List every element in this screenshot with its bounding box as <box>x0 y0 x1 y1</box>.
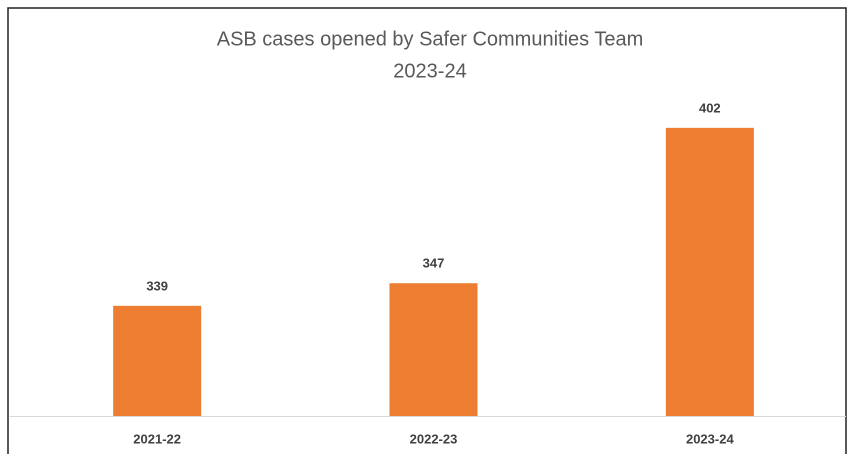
x-tick-label: 2022-23 <box>410 431 458 446</box>
bar <box>113 305 202 416</box>
value-label: 347 <box>423 256 445 271</box>
chart-title: 2023-24 <box>393 60 466 82</box>
x-tick-label: 2021-22 <box>133 431 181 446</box>
value-label: 339 <box>146 278 168 293</box>
value-label: 402 <box>699 100 721 115</box>
chart-title: ASB cases opened by Safer Communities Te… <box>217 28 644 50</box>
bar <box>389 283 478 416</box>
x-tick-label: 2023-24 <box>686 431 734 446</box>
bar <box>665 127 754 416</box>
